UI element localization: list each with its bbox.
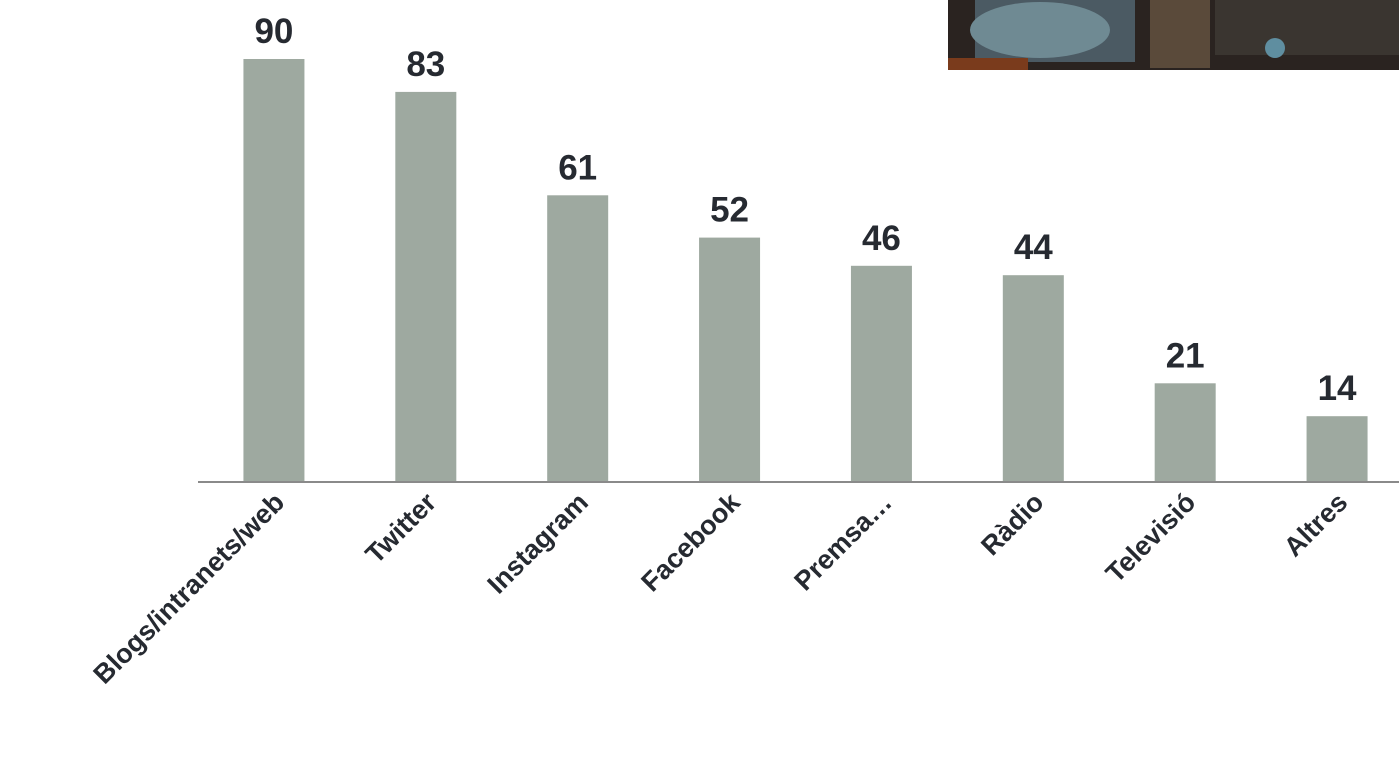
x-tick-label: Premsa…	[788, 487, 897, 596]
bar	[1002, 275, 1064, 482]
value-label: 52	[710, 191, 749, 230]
bar	[243, 59, 305, 482]
x-tick-label: Televisió	[1100, 487, 1202, 589]
bar	[395, 91, 457, 483]
value-label: 90	[254, 12, 293, 51]
bar	[699, 237, 761, 482]
value-label: 44	[1014, 228, 1053, 267]
x-tick-label: Altres	[1278, 487, 1353, 562]
value-label: 21	[1166, 336, 1205, 375]
x-tick-label: Facebook	[635, 486, 746, 597]
value-label: 14	[1318, 369, 1357, 408]
bar	[1306, 416, 1368, 482]
x-tick-label: Blogs/intranets/web	[88, 487, 291, 690]
value-label: 46	[862, 219, 901, 258]
bar	[1154, 383, 1216, 482]
x-tick-label: Twitter	[360, 487, 443, 570]
x-tick-label: Ràdio	[975, 487, 1049, 561]
value-label: 61	[558, 148, 597, 187]
value-label: 83	[406, 45, 445, 84]
x-tick-label: Instagram	[481, 487, 593, 599]
bar	[850, 265, 912, 482]
bar	[547, 195, 609, 483]
photo-inset	[948, 0, 1399, 70]
